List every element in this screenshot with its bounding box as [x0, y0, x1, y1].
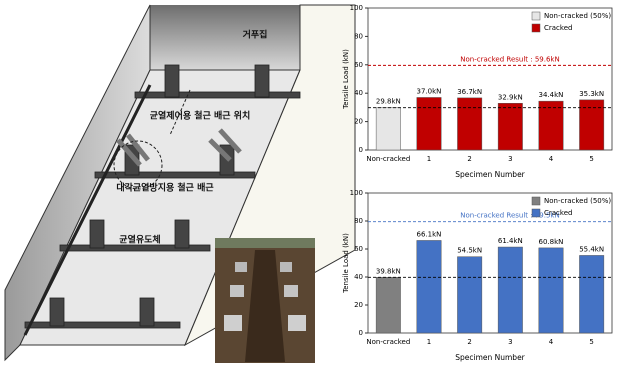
y-axis-label: Tensile Load (kN)	[342, 49, 350, 110]
value-label: 54.5kN	[457, 247, 482, 255]
arrow	[169, 89, 191, 136]
y-tick-label: 60	[354, 61, 363, 69]
formwork-back	[150, 5, 300, 70]
bar	[375, 277, 401, 334]
value-label: 37.0kN	[417, 87, 442, 95]
x-tick-label: 5	[589, 155, 593, 163]
x-tick-label: Non-cracked	[366, 338, 410, 346]
legend-swatch	[531, 11, 541, 21]
x-tick-label: 2	[467, 338, 471, 346]
y-tick-label: 60	[354, 245, 363, 253]
label: 거푸집	[243, 29, 268, 41]
label: 균열제어용 철근 배근 위치	[150, 110, 250, 122]
legend-swatch	[531, 23, 541, 33]
value-label: 60.8kN	[539, 238, 564, 246]
reference-label: Non-cracked Result : 59.6kN	[460, 55, 559, 63]
legend-label: Non-cracked (50%)	[544, 197, 611, 205]
y-tick-label: 20	[354, 301, 363, 309]
x-tick-label: 4	[549, 155, 554, 163]
photo	[215, 238, 315, 363]
legend-label: Cracked	[544, 209, 572, 217]
label: 균열유도체	[119, 234, 160, 246]
y-tick-label: 80	[354, 217, 363, 225]
value-label: 36.7kN	[457, 88, 482, 96]
bar	[579, 255, 605, 334]
x-tick-label: 2	[467, 155, 471, 163]
legend-swatch	[531, 208, 541, 218]
legend-label: Cracked	[544, 24, 572, 32]
bar	[416, 97, 442, 151]
value-label: 66.1kN	[417, 230, 442, 238]
reference-label: Non-cracked Result : 79.5kN	[460, 212, 559, 220]
plot-frame	[367, 7, 613, 151]
highlight	[113, 140, 163, 190]
x-tick-label: 3	[508, 155, 512, 163]
bar	[457, 97, 483, 151]
value-label: 39.8kN	[376, 267, 401, 275]
y-tick-label: 0	[359, 146, 363, 154]
x-axis-label: Specimen Number	[455, 353, 525, 362]
legend-label: Non-cracked (50%)	[544, 12, 611, 20]
y-tick-label: 40	[354, 89, 363, 97]
formwork-left	[4, 4, 151, 362]
diagonal-bars	[116, 128, 242, 167]
y-tick-label: 100	[350, 4, 363, 12]
plot-frame	[367, 192, 613, 334]
bar	[538, 100, 564, 151]
bar	[579, 99, 605, 151]
rebars	[23, 64, 301, 336]
bar	[375, 107, 401, 151]
value-label: 32.9kN	[498, 93, 523, 101]
x-axis-label: Specimen Number	[455, 170, 525, 179]
x-tick-label: 4	[549, 338, 554, 346]
value-label: 29.8kN	[376, 98, 401, 106]
x-tick-label: Non-cracked	[366, 155, 410, 163]
x-tick-label: 1	[427, 155, 431, 163]
bar	[497, 246, 523, 334]
bar	[497, 103, 523, 151]
y-tick-label: 80	[354, 32, 363, 40]
value-label: 55.4kN	[579, 245, 604, 253]
x-tick-label: 5	[589, 338, 593, 346]
y-axis-label: Tensile Load (kN)	[342, 233, 350, 294]
y-tick-label: 100	[350, 189, 363, 197]
y-tick-label: 40	[354, 273, 363, 281]
bar	[416, 240, 442, 334]
x-tick-label: 1	[427, 338, 431, 346]
y-tick-label: 0	[359, 329, 363, 337]
value-label: 34.4kN	[539, 91, 564, 99]
y-tick-label: 20	[354, 118, 363, 126]
label: 대각균열방지용 철근 배근	[116, 182, 214, 194]
x-tick-label: 3	[508, 338, 512, 346]
legend-swatch	[531, 196, 541, 206]
bar	[457, 256, 483, 334]
value-label: 61.4kN	[498, 237, 523, 245]
bar	[538, 247, 564, 334]
value-label: 35.3kN	[579, 90, 604, 98]
diagram: 거푸집 균열제어용 철근 배근 위치 대각균열방지용 철근 배근 균열유도체	[4, 4, 356, 363]
